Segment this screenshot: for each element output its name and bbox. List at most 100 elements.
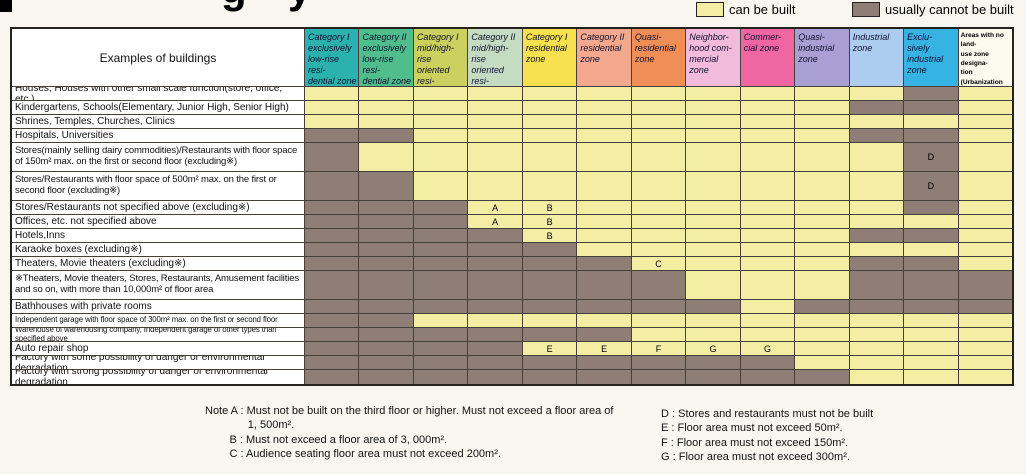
- cannot-swatch: [852, 2, 880, 17]
- matrix-cell: [468, 328, 523, 342]
- matrix-cell: B: [522, 229, 578, 243]
- building-row-label: Stores/Restaurants not specified above (…: [12, 201, 305, 215]
- matrix-cell: [958, 370, 1013, 384]
- matrix-cell: [958, 215, 1013, 229]
- zone-column-header-1: Category I exclusively low-rise resi- de…: [305, 29, 360, 87]
- matrix-cell: [849, 314, 905, 328]
- matrix-cell: [740, 143, 796, 172]
- matrix-cell: [413, 129, 469, 143]
- matrix-cell: [305, 143, 360, 172]
- matrix-cell: [522, 143, 578, 172]
- matrix-cell: [904, 215, 959, 229]
- matrix-cell: [413, 101, 469, 115]
- table-row: ※Theaters, Movie theaters, Stores, Resta…: [12, 271, 1013, 300]
- matrix-cell: [958, 129, 1013, 143]
- matrix-cell: [468, 271, 523, 300]
- matrix-cell: [795, 370, 850, 384]
- matrix-cell: [631, 229, 687, 243]
- matrix-cell: [305, 115, 360, 129]
- matrix-cell: [413, 356, 469, 370]
- matrix-cell: [795, 101, 850, 115]
- matrix-cell: [904, 101, 959, 115]
- matrix-cell: [577, 271, 632, 300]
- building-row-label: Offices, etc. not specified above: [12, 215, 305, 229]
- matrix-cell: [468, 356, 523, 370]
- matrix-cell: [849, 370, 905, 384]
- matrix-cell: [686, 215, 741, 229]
- matrix-cell: [468, 370, 523, 384]
- matrix-cell: [740, 356, 796, 370]
- matrix-cell: [359, 370, 414, 384]
- matrix-cell: [359, 172, 414, 201]
- matrix-cell: [468, 101, 523, 115]
- matrix-cell: [904, 87, 959, 101]
- matrix-cell: [631, 172, 687, 201]
- matrix-cell: [958, 328, 1013, 342]
- matrix-cell: [795, 229, 850, 243]
- zone-column-header-13: Areas with no land- use zone designa- ti…: [958, 29, 1013, 87]
- matrix-cell: [577, 129, 632, 143]
- table-row: Offices, etc. not specified above A B: [12, 215, 1013, 229]
- matrix-cell: [849, 215, 905, 229]
- matrix-cell: [795, 201, 850, 215]
- matrix-cell: [359, 201, 414, 215]
- matrix-cell: [849, 172, 905, 201]
- zone-column-header-4: Category II mid/high-rise oriented resi-…: [468, 29, 523, 87]
- zone-column-header-2: Category II exclusively low-rise resi- d…: [359, 29, 414, 87]
- zone-header-row: Examples of buildings Category I exclusi…: [12, 29, 1013, 87]
- matrix-cell: [740, 229, 796, 243]
- matrix-cell: [904, 370, 959, 384]
- matrix-cell: [849, 129, 905, 143]
- table-row: Auto repair shop E E F G G: [12, 342, 1013, 356]
- matrix-cell: [522, 370, 578, 384]
- matrix-cell: [795, 257, 850, 271]
- matrix-cell: [468, 143, 523, 172]
- building-row-label: Factory with strong possibility of dange…: [12, 370, 305, 384]
- zone-column-header-12: Exclu- sively industrial zone: [904, 29, 959, 87]
- matrix-cell: [359, 101, 414, 115]
- table-row: Bathhouses with private rooms: [12, 300, 1013, 314]
- matrix-cell: [413, 172, 469, 201]
- matrix-cell: [686, 201, 741, 215]
- matrix-cell: [305, 356, 360, 370]
- zone-column-header-8: Neighbor- hood com- mercial zone: [686, 29, 741, 87]
- matrix-cell: [522, 300, 578, 314]
- matrix-cell: [849, 257, 905, 271]
- matrix-cell: [577, 143, 632, 172]
- matrix-cell: [522, 129, 578, 143]
- building-row-label: ※Theaters, Movie theaters, Stores, Resta…: [12, 271, 305, 300]
- matrix-cell: [958, 342, 1013, 356]
- matrix-cell: [631, 300, 687, 314]
- matrix-cell: [305, 243, 360, 257]
- zone-column-header-11: Industrial zone: [849, 29, 905, 87]
- zone-column-header-6: Category II residential zone: [577, 29, 632, 87]
- matrix-cell: [577, 215, 632, 229]
- matrix-cell: [413, 370, 469, 384]
- matrix-cell: [795, 356, 850, 370]
- building-row-label: Karaoke boxes (excluding※): [12, 243, 305, 257]
- matrix-cell: [305, 342, 360, 356]
- matrix-cell: [795, 115, 850, 129]
- matrix-cell: [740, 271, 796, 300]
- matrix-cell: [577, 172, 632, 201]
- matrix-cell: [631, 370, 687, 384]
- matrix-cell: [468, 314, 523, 328]
- matrix-cell: [305, 370, 360, 384]
- title-glyph-fragment: y: [288, 0, 311, 10]
- matrix-cell: [958, 101, 1013, 115]
- matrix-cell: D: [904, 143, 959, 172]
- table-row: Theaters, Movie theaters (excluding※) C: [12, 257, 1013, 271]
- table-row: Hospitals, Universities: [12, 129, 1013, 143]
- matrix-cell: [631, 101, 687, 115]
- matrix-cell: [849, 300, 905, 314]
- matrix-cell: [795, 328, 850, 342]
- matrix-cell: [849, 201, 905, 215]
- zone-column-header-5: Category I residential zone: [522, 29, 578, 87]
- matrix-cell: [359, 129, 414, 143]
- matrix-cell: [413, 115, 469, 129]
- matrix-cell: [359, 342, 414, 356]
- matrix-cell: [795, 87, 850, 101]
- matrix-cell: [631, 201, 687, 215]
- matrix-cell: [958, 229, 1013, 243]
- matrix-cell: [522, 257, 578, 271]
